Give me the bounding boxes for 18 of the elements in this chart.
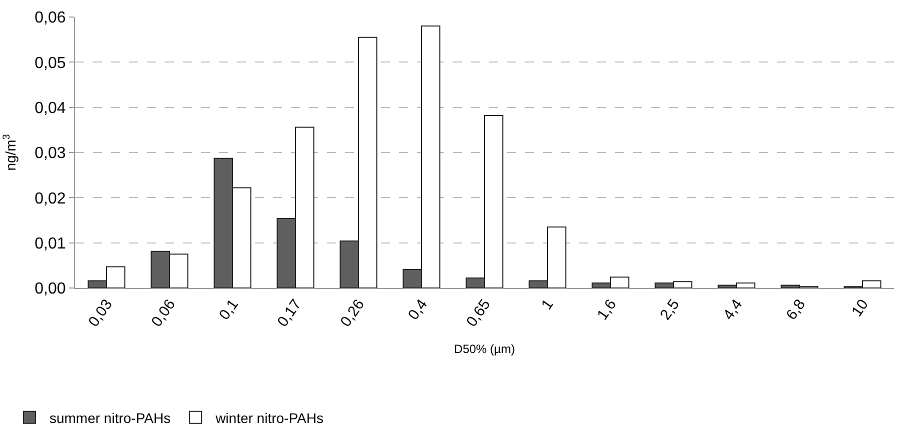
- x-tick-label: 0,4: [405, 296, 431, 324]
- y-tick-label: 0,03: [34, 145, 66, 162]
- x-tick-label: 1: [538, 296, 557, 313]
- legend-label: summer nitro-PAHs: [49, 410, 171, 426]
- legend-label: winter nitro-PAHs: [214, 410, 324, 426]
- y-tick-label: 0,00: [34, 280, 66, 298]
- x-tick-label: 6,8: [783, 296, 809, 324]
- x-tick-label: 1,6: [594, 296, 620, 324]
- y-tick-label: 0,01: [34, 235, 66, 252]
- x-axis-title: D50% (µm): [454, 342, 515, 356]
- x-tick-label: 4,4: [720, 296, 746, 324]
- y-tick-label: 0,04: [34, 100, 66, 117]
- y-tick-label: 0,05: [34, 54, 66, 72]
- y-tick-label: 0,06: [34, 10, 66, 27]
- x-tick-label: 10: [848, 296, 872, 320]
- x-tick-label: 0,1: [216, 296, 242, 324]
- y-tick-label: 0,02: [34, 190, 66, 208]
- x-tick-label: 2,5: [657, 296, 683, 324]
